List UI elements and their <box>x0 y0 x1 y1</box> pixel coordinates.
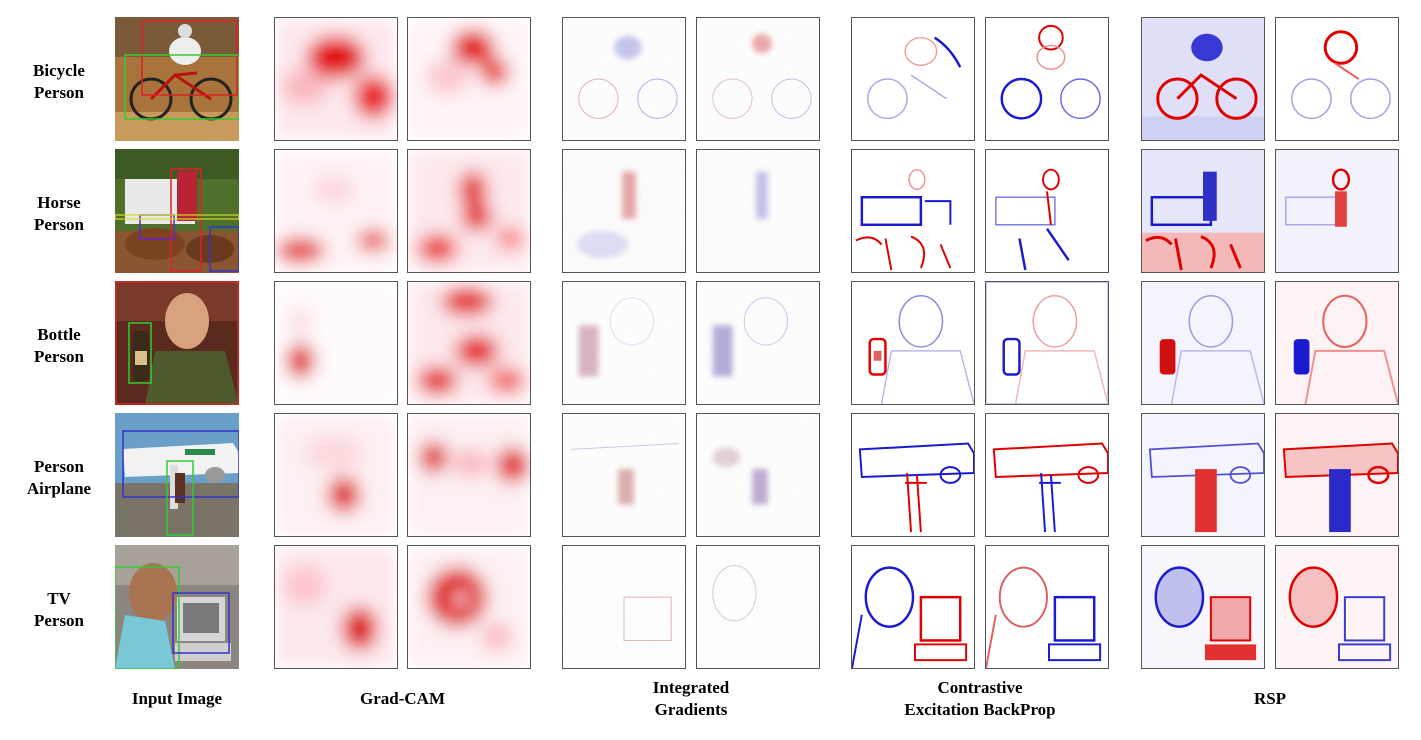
ig-person-map-5 <box>696 545 820 669</box>
rsp-person-map-1 <box>1275 17 1399 141</box>
ig-person-map-3 <box>696 281 820 405</box>
input-image-person-airplane <box>115 413 239 537</box>
gradcam-person-map-4 <box>274 413 398 537</box>
row-label-5-line2: Person <box>33 611 85 630</box>
column-label-integrated-gradients: Integrated Gradients <box>562 677 820 721</box>
column-label-contrastive-ebp: Contrastive Excitation BackProp <box>851 677 1109 721</box>
row-label-2-line2: Person <box>33 215 85 234</box>
row-label-4-line1: Person <box>33 457 85 476</box>
column-label-integrated-gradients-line1: Integrated <box>652 678 730 697</box>
column-label-grad-cam-text: Grad-CAM <box>360 689 445 708</box>
column-label-contrastive-ebp-line2: Excitation BackProp <box>904 700 1056 719</box>
gradcam-person-map-3 <box>407 281 531 405</box>
column-label-input-image: Input Image <box>115 688 239 710</box>
row-label-1-line1: Bicycle <box>33 61 85 80</box>
row-label-4: Person Airplane <box>0 456 118 500</box>
ceb-horse-map-2 <box>851 149 975 273</box>
column-label-integrated-gradients-line2: Gradients <box>654 700 728 719</box>
rsp-bottle-map-3 <box>1141 281 1265 405</box>
rsp-bicycle-map-1 <box>1141 17 1265 141</box>
ig-person-map-4 <box>562 413 686 537</box>
ig-airplane-map-4 <box>696 413 820 537</box>
ceb-airplane-map-4 <box>985 413 1109 537</box>
ig-person-map-2 <box>696 149 820 273</box>
row-label-3-line2: Person <box>33 347 85 366</box>
rsp-horse-map-2 <box>1141 149 1265 273</box>
gradcam-person-map-1 <box>407 17 531 141</box>
row-label-1-line2: Person <box>33 83 85 102</box>
row-label-4-line2: Airplane <box>26 479 92 498</box>
column-label-input-image-text: Input Image <box>131 689 223 708</box>
rsp-person-map-5 <box>1275 545 1399 669</box>
ig-person-map-1 <box>696 17 820 141</box>
ceb-bicycle-map-1 <box>851 17 975 141</box>
input-image-horse-person <box>115 149 239 273</box>
gradcam-bottle-map-3 <box>274 281 398 405</box>
rsp-person-map-3 <box>1275 281 1399 405</box>
row-label-3: Bottle Person <box>0 324 118 368</box>
ceb-person-map-3 <box>985 281 1109 405</box>
column-label-grad-cam: Grad-CAM <box>274 688 531 710</box>
gradcam-bicycle-map-1 <box>274 17 398 141</box>
column-label-contrastive-ebp-line1: Contrastive <box>937 678 1023 697</box>
row-label-5-line1: TV <box>47 589 71 608</box>
rsp-tv-map-5 <box>1141 545 1265 669</box>
ig-horse-map-2 <box>562 149 686 273</box>
gradcam-horse-map-2 <box>274 149 398 273</box>
column-label-rsp: RSP <box>1141 688 1399 710</box>
input-image-tv-person <box>115 545 239 669</box>
ig-tv-map-5 <box>562 545 686 669</box>
ig-bicycle-map-1 <box>562 17 686 141</box>
ceb-tv-map-5 <box>851 545 975 669</box>
column-label-rsp-text: RSP <box>1253 689 1287 708</box>
ceb-person-map-2 <box>985 149 1109 273</box>
rsp-person-map-4 <box>1141 413 1265 537</box>
ceb-person-map-1 <box>985 17 1109 141</box>
row-label-2-line1: Horse <box>37 193 81 212</box>
rsp-person-map-2 <box>1275 149 1399 273</box>
ig-bottle-map-3 <box>562 281 686 405</box>
input-image-bicycle-person <box>115 17 239 141</box>
gradcam-person-map-5 <box>407 545 531 669</box>
row-label-2: Horse Person <box>0 192 118 236</box>
input-image-bottle-person <box>115 281 239 405</box>
gradcam-person-map-2 <box>407 149 531 273</box>
row-label-1: Bicycle Person <box>0 60 118 104</box>
ceb-bottle-map-3 <box>851 281 975 405</box>
gradcam-tv-map-5 <box>274 545 398 669</box>
row-label-5: TV Person <box>0 588 118 632</box>
gradcam-airplane-map-4 <box>407 413 531 537</box>
rsp-airplane-map-4 <box>1275 413 1399 537</box>
ceb-person-map-5 <box>985 545 1109 669</box>
row-label-3-line1: Bottle <box>37 325 81 344</box>
ceb-person-map-4 <box>851 413 975 537</box>
